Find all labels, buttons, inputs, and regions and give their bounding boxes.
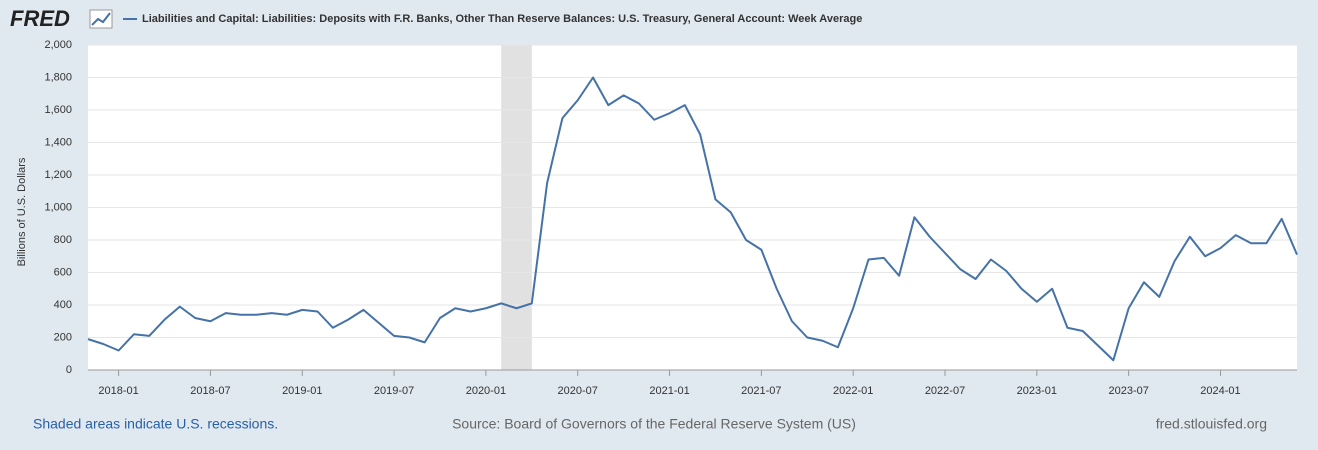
y-tick-label: 400 <box>54 299 72 311</box>
logo-icon <box>89 9 113 29</box>
legend-label: Liabilities and Capital: Liabilities: De… <box>142 13 862 25</box>
recession-note[interactable]: Shaded areas indicate U.S. recessions. <box>33 416 278 432</box>
y-axis-label: Billions of U.S. Dollars <box>16 157 28 266</box>
x-tick-label: 2020-01 <box>466 385 506 397</box>
y-tick-label: 1,400 <box>44 136 72 148</box>
x-tick-label: 2019-07 <box>374 385 414 397</box>
x-tick-label: 2021-01 <box>649 385 689 397</box>
y-tick-label: 800 <box>54 234 72 246</box>
x-tick-label: 2018-07 <box>190 385 230 397</box>
site-link[interactable]: fred.stlouisfed.org <box>1156 416 1267 432</box>
x-tick-label: 2023-01 <box>1017 385 1057 397</box>
y-tick-label: 200 <box>54 331 72 343</box>
logo[interactable]: FRED <box>10 6 70 31</box>
x-tick-label: 2018-01 <box>98 385 138 397</box>
y-tick-label: 1,200 <box>44 169 72 181</box>
y-tick-label: 1,800 <box>44 71 72 83</box>
y-tick-label: 600 <box>54 266 72 278</box>
series-line <box>87 76 1298 362</box>
y-tick-label: 1,000 <box>44 201 72 213</box>
y-tick-label: 0 <box>66 364 72 376</box>
x-tick-label: 2022-07 <box>925 385 965 397</box>
x-tick-label: 2021-07 <box>741 385 781 397</box>
y-tick-label: 1,600 <box>44 104 72 116</box>
x-tick-label: 2022-01 <box>833 385 873 397</box>
x-tick-label: 2024-01 <box>1200 385 1240 397</box>
x-tick-label: 2019-01 <box>282 385 322 397</box>
y-tick-label: 2,000 <box>44 39 72 51</box>
x-tick-label: 2023-07 <box>1108 385 1148 397</box>
x-tick-label: 2020-07 <box>558 385 598 397</box>
source: Source: Board of Governors of the Federa… <box>452 416 856 432</box>
